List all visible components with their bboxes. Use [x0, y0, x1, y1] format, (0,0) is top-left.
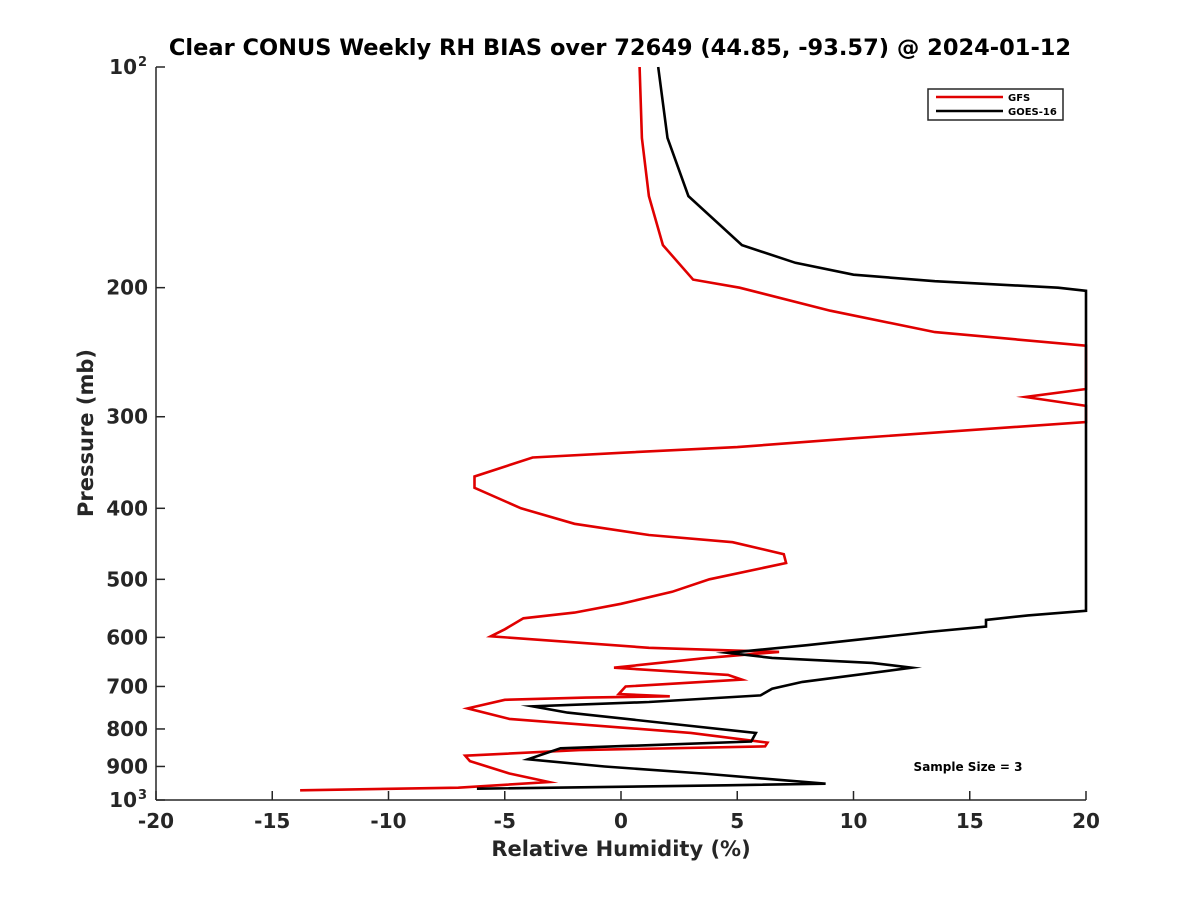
- x-tick-label: 0: [614, 809, 628, 833]
- y-tick-label: 500: [106, 567, 148, 591]
- sample-size-annotation: Sample Size = 3: [914, 760, 1023, 774]
- legend-label-goes-16: GOES-16: [1008, 107, 1057, 118]
- x-tick-label: -10: [370, 809, 406, 833]
- x-axis-label: Relative Humidity (%): [491, 837, 750, 861]
- x-ticks: -20 -15 -10 -5 0 5 10 15 20: [138, 791, 1100, 833]
- y-tick-label: 400: [106, 496, 148, 520]
- y-tick-label: 900: [106, 754, 148, 778]
- y-tick-label: 10: [109, 55, 137, 79]
- y-tick-label-exponent: 2: [138, 55, 147, 70]
- legend-label-gfs: GFS: [1008, 93, 1030, 104]
- series-line-goes-16: [476, 66, 1088, 790]
- x-tick-label: 5: [730, 809, 744, 833]
- chart-title: Clear CONUS Weekly RH BIAS over 72649 (4…: [169, 35, 1071, 61]
- y-tick-label: 700: [106, 674, 148, 698]
- y-axis-label: Pressure (mb): [74, 349, 98, 517]
- y-tick-label: 800: [106, 717, 148, 741]
- y-tick-label: 600: [106, 625, 148, 649]
- x-tick-label: -20: [138, 809, 174, 833]
- y-tick-label: 10: [109, 788, 137, 812]
- legend: GFS GOES-16: [927, 88, 1064, 121]
- x-tick-label: 10: [840, 809, 868, 833]
- y-tick-label-exponent: 3: [138, 788, 147, 803]
- y-tick-label: 300: [106, 405, 148, 429]
- x-tick-label: -15: [254, 809, 290, 833]
- legend-box: [927, 88, 1064, 121]
- x-tick-label: 15: [956, 809, 984, 833]
- x-tick-label: 20: [1072, 809, 1100, 833]
- y-tick-label: 200: [106, 276, 148, 300]
- series-layer: [300, 66, 1088, 792]
- x-tick-label: -5: [494, 809, 516, 833]
